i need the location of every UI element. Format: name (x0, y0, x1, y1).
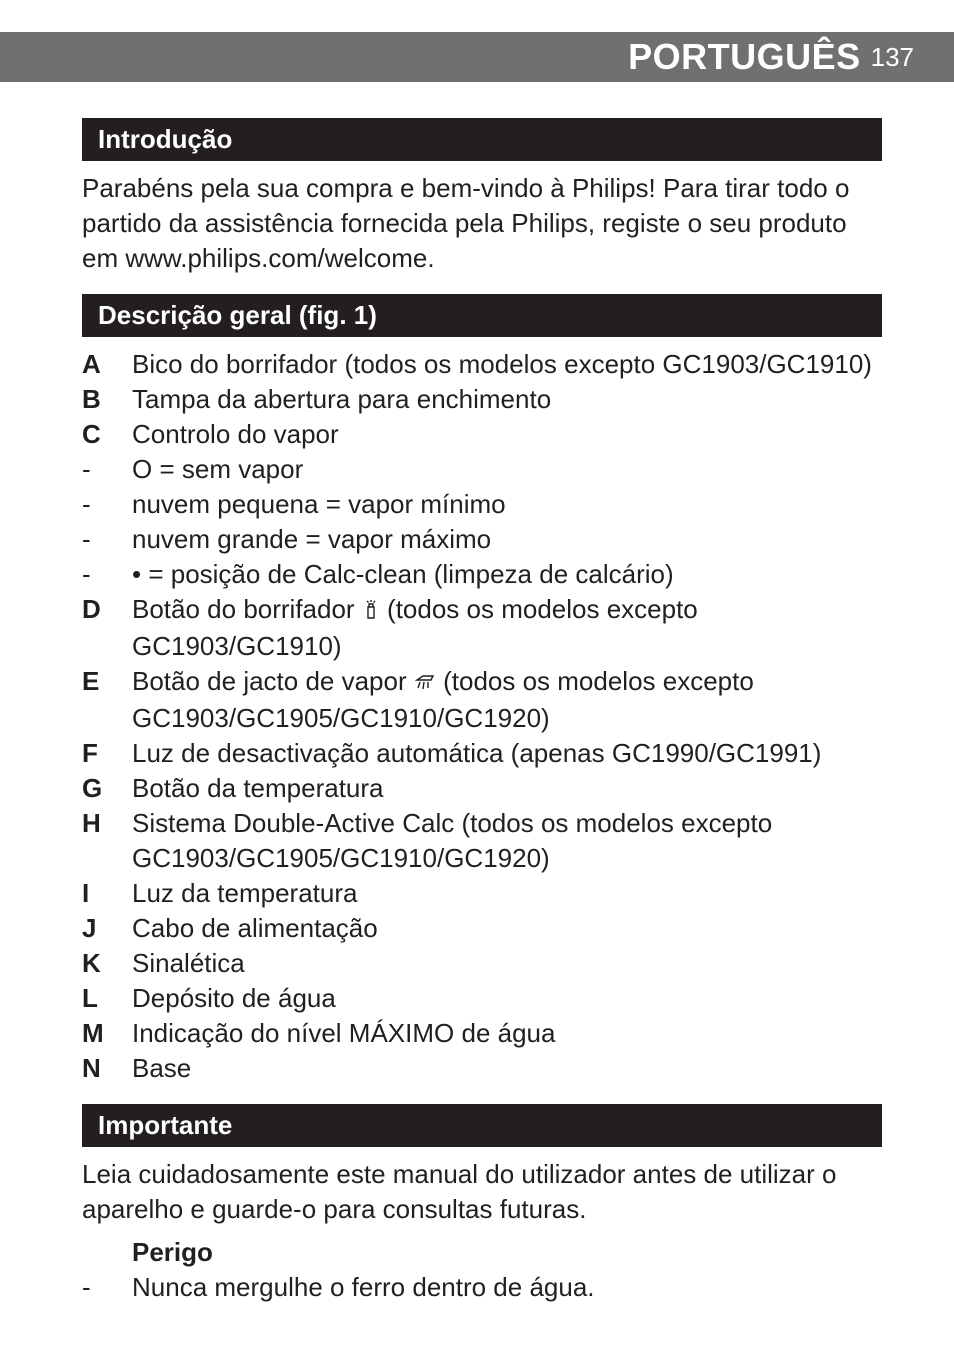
intro-body: Parabéns pela sua compra e bem-vindo à P… (82, 171, 882, 276)
list-text: Tampa da abertura para enchimento (132, 382, 882, 417)
important-body: Leia cuidadosamente este manual do utili… (82, 1157, 882, 1227)
list-text: Base (132, 1051, 882, 1086)
header-page-number: 137 (871, 42, 914, 73)
list-item: H Sistema Double-Active Calc (todos os m… (82, 806, 882, 876)
list-text: Cabo de alimentação (132, 911, 882, 946)
list-key: F (82, 736, 132, 771)
list-item: J Cabo de alimentação (82, 911, 882, 946)
list-item: A Bico do borrifador (todos os modelos e… (82, 347, 882, 382)
list-text: Botão da temperatura (132, 771, 882, 806)
list-key: E (82, 664, 132, 699)
list-key: C (82, 417, 132, 452)
list-item: G Botão da temperatura (82, 771, 882, 806)
list-item: N Base (82, 1051, 882, 1086)
danger-list: - Nunca mergulhe o ferro dentro de água. (82, 1270, 882, 1305)
list-text: Botão do borrifador (todos os modelos ex… (132, 592, 882, 664)
list-item: C Controlo do vapor (82, 417, 882, 452)
header-title: PORTUGUÊS (628, 36, 861, 78)
list-key: M (82, 1016, 132, 1051)
list-text: Nunca mergulhe o ferro dentro de água. (132, 1270, 882, 1305)
section-heading-intro: Introdução (82, 118, 882, 161)
spray-icon (362, 594, 380, 629)
list-text: Sistema Double-Active Calc (todos os mod… (132, 806, 882, 876)
list-item: - nuvem grande = vapor máximo (82, 522, 882, 557)
list-text: Indicação do nível MÁXIMO de água (132, 1016, 882, 1051)
list-item: - nuvem pequena = vapor mínimo (82, 487, 882, 522)
list-key: G (82, 771, 132, 806)
list-dash: - (82, 557, 132, 592)
list-item: M Indicação do nível MÁXIMO de água (82, 1016, 882, 1051)
content: Introdução Parabéns pela sua compra e be… (82, 100, 882, 1305)
list-text-pre: Botão do borrifador (132, 594, 362, 624)
list-key: B (82, 382, 132, 417)
steam-boost-icon (414, 666, 436, 701)
list-text: Bico do borrifador (todos os modelos exc… (132, 347, 882, 382)
list-dash: - (82, 1270, 132, 1305)
list-item: E Botão de jacto de vapor (todos os mode… (82, 664, 882, 736)
section-heading-important: Importante (82, 1104, 882, 1147)
list-key: A (82, 347, 132, 382)
list-text: nuvem grande = vapor máximo (132, 522, 882, 557)
list-item: I Luz da temperatura (82, 876, 882, 911)
list-key: H (82, 806, 132, 841)
list-dash: - (82, 522, 132, 557)
list-item: - O = sem vapor (82, 452, 882, 487)
list-text: Botão de jacto de vapor (todos os modelo… (132, 664, 882, 736)
list-item: B Tampa da abertura para enchimento (82, 382, 882, 417)
list-text: Depósito de água (132, 981, 882, 1016)
list-key: J (82, 911, 132, 946)
danger-heading: Perigo (132, 1237, 882, 1268)
list-text: Sinalética (132, 946, 882, 981)
list-key: N (82, 1051, 132, 1086)
list-text: Controlo do vapor (132, 417, 882, 452)
page: PORTUGUÊS 137 Introdução Parabéns pela s… (0, 0, 954, 1345)
list-key: K (82, 946, 132, 981)
header-bar: PORTUGUÊS 137 (0, 32, 954, 82)
section-heading-overview: Descrição geral (fig. 1) (82, 294, 882, 337)
list-text: Luz de desactivação automática (apenas G… (132, 736, 882, 771)
list-text-pre: Botão de jacto de vapor (132, 666, 414, 696)
list-text: • = posição de Calc-clean (limpeza de ca… (132, 557, 882, 592)
list-item: - Nunca mergulhe o ferro dentro de água. (82, 1270, 882, 1305)
list-key: L (82, 981, 132, 1016)
list-item: - • = posição de Calc-clean (limpeza de … (82, 557, 882, 592)
list-item: F Luz de desactivação automática (apenas… (82, 736, 882, 771)
list-key: D (82, 592, 132, 627)
list-text: O = sem vapor (132, 452, 882, 487)
list-item: L Depósito de água (82, 981, 882, 1016)
overview-list: A Bico do borrifador (todos os modelos e… (82, 347, 882, 1086)
list-key: I (82, 876, 132, 911)
list-item: D Botão do borrifador (todos os modelos … (82, 592, 882, 664)
list-text: Luz da temperatura (132, 876, 882, 911)
list-dash: - (82, 487, 132, 522)
list-item: K Sinalética (82, 946, 882, 981)
list-text: nuvem pequena = vapor mínimo (132, 487, 882, 522)
list-dash: - (82, 452, 132, 487)
